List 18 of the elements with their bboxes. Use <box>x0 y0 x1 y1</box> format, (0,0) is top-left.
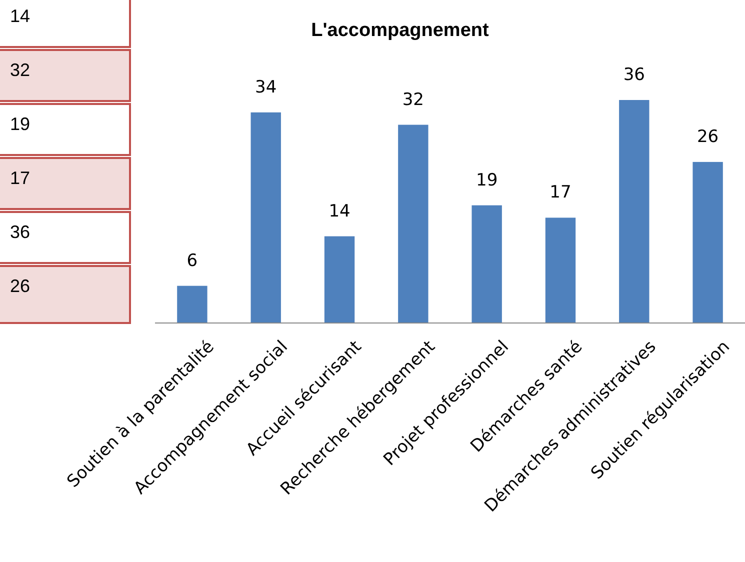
data-label: 26 <box>696 126 719 147</box>
data-label: 14 <box>328 201 350 222</box>
chart-title: L'accompagnement <box>311 20 490 41</box>
data-label: 32 <box>402 90 424 110</box>
bar <box>472 205 502 323</box>
table-cells: 14 32 19 17 36 26 <box>0 0 131 324</box>
bar <box>177 286 208 323</box>
bar <box>324 236 355 323</box>
data-label: 34 <box>255 77 277 98</box>
bar <box>250 112 281 323</box>
data-label: 6 <box>186 250 198 271</box>
data-label: 17 <box>550 182 572 203</box>
bar <box>692 162 723 323</box>
bar <box>619 100 650 323</box>
bar <box>545 218 576 323</box>
bar <box>398 124 428 323</box>
data-label: 36 <box>623 65 645 85</box>
data-label: 19 <box>476 170 498 190</box>
